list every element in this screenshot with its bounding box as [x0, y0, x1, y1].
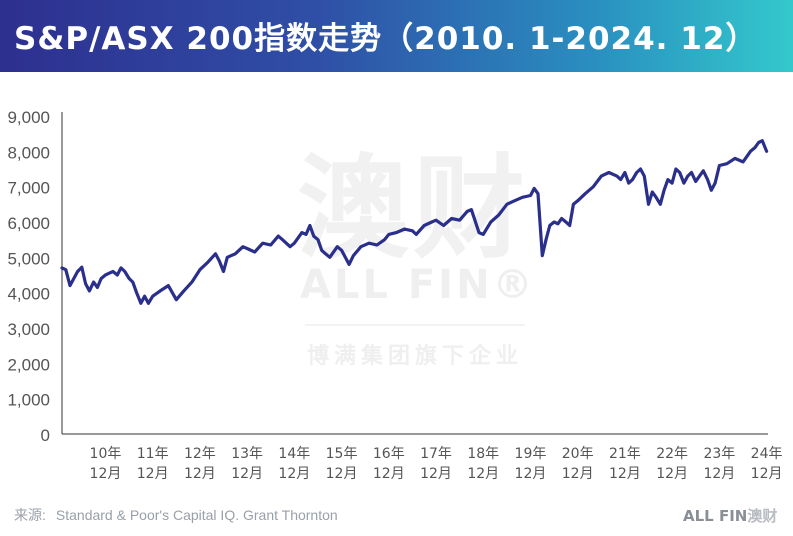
x-tick-label-year: 22年 [656, 446, 688, 462]
x-tick-label-month: 12月 [373, 466, 405, 482]
series-layer [60, 139, 769, 305]
x-tick-label-month: 12月 [656, 466, 688, 482]
watermark-divider [305, 324, 525, 326]
x-tick-label-month: 12月 [515, 466, 547, 482]
x-tick-label-month: 12月 [326, 466, 358, 482]
series-line [60, 139, 769, 305]
x-tick-label-year: 15年 [326, 446, 358, 462]
x-tick-label-month: 12月 [562, 466, 594, 482]
x-tick-label-year: 12年 [184, 446, 216, 462]
y-tick-label: 0 [41, 426, 50, 445]
brand-logo-part1: ALL FIN [683, 507, 748, 525]
source-note: 来源: Standard & Poor's Capital IQ. Grant T… [14, 505, 338, 525]
chart-title: S&P/ASX 200指数走势（2010. 1-2024. 12） [14, 21, 758, 57]
x-tick-label-year: 14年 [278, 446, 310, 462]
x-tick-label-month: 12月 [184, 466, 216, 482]
x-tick-label-month: 12月 [467, 466, 499, 482]
x-tick-label-year: 20年 [562, 446, 594, 462]
x-tick-label-year: 18年 [467, 446, 499, 462]
brand-logo-part2: 澳财 [747, 507, 778, 525]
x-tick-label-year: 11年 [137, 446, 169, 462]
y-axis: 0 1,000 2,000 3,000 4,000 5,000 6,000 7,000 8,00… [7, 108, 63, 445]
x-tick-label-year: 17年 [420, 446, 452, 462]
y-tick-label: 5,000 [7, 249, 50, 268]
y-tick-label: 7,000 [7, 179, 50, 198]
y-tick-label: 4,000 [7, 285, 50, 304]
source-text: Standard & Poor's Capital IQ. Grant Thor… [55, 507, 338, 523]
x-tick-label-year: 10年 [90, 446, 122, 462]
x-tick-label-month: 12月 [751, 466, 783, 482]
y-tick-label: 8,000 [7, 143, 50, 162]
x-axis: 10年 12月 11年 12月 12年 12月 13年 12月 14年 12月 15年 12月 16年 1… [62, 433, 783, 482]
x-tick-label-month: 12月 [278, 466, 310, 482]
x-tick-label-year: 24年 [751, 446, 783, 462]
x-tick-label-month: 12月 [703, 466, 735, 482]
x-tick-label-year: 16年 [373, 446, 405, 462]
x-tick-label-month: 12月 [231, 466, 263, 482]
x-tick-label-month: 12月 [420, 466, 452, 482]
y-tick-label: 9,000 [7, 108, 50, 127]
y-tick-label: 3,000 [7, 320, 50, 339]
x-tick-label-year: 23年 [703, 446, 735, 462]
x-tick-label-year: 21年 [609, 446, 641, 462]
y-tick-label: 2,000 [7, 355, 50, 374]
y-tick-label: 6,000 [7, 214, 50, 233]
x-tick-label-month: 12月 [90, 466, 122, 482]
x-tick-label-month: 12月 [609, 466, 641, 482]
title-bar: S&P/ASX 200指数走势（2010. 1-2024. 12） [0, 0, 793, 72]
x-tick-label-year: 13年 [231, 446, 263, 462]
source-label: 来源: [14, 507, 46, 523]
brand-logo: ALL FIN澳财 [683, 505, 777, 526]
x-tick-label-month: 12月 [137, 466, 169, 482]
y-tick-label: 1,000 [7, 391, 50, 410]
x-tick-label-year: 19年 [515, 446, 547, 462]
